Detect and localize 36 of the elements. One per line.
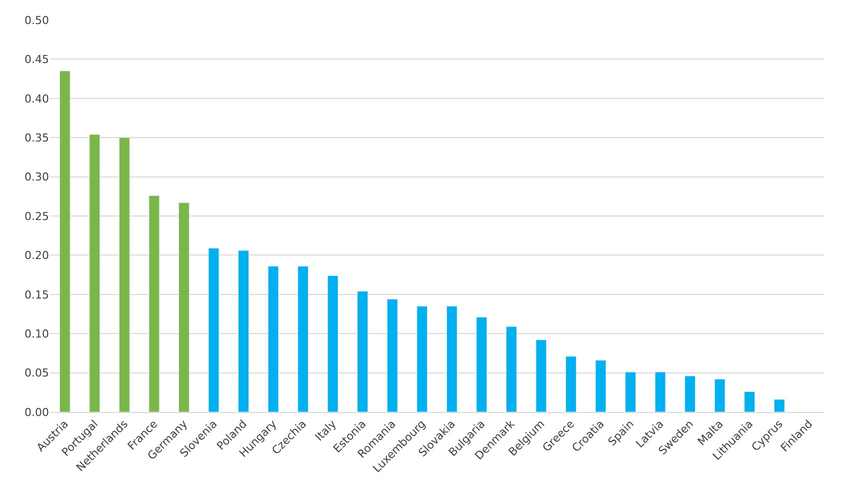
bar: [357, 291, 368, 412]
bar: [268, 266, 279, 412]
bar: [595, 360, 606, 412]
bar: [148, 195, 160, 412]
bar: [89, 134, 100, 412]
bar: [446, 306, 458, 412]
bar: [744, 391, 756, 412]
y-tick-label: 0.05: [24, 366, 49, 380]
bar: [625, 372, 636, 412]
bar: [566, 356, 576, 412]
y-tick-label: 0.20: [24, 249, 49, 262]
bar: [714, 378, 726, 412]
y-tick-label: 0.15: [24, 288, 49, 302]
bar: [238, 250, 249, 412]
y-tick-label: 0.25: [24, 210, 49, 223]
bar: [774, 399, 785, 412]
y-tick-label: 0.30: [24, 170, 49, 184]
bar: [298, 266, 308, 412]
bar: [118, 137, 130, 412]
y-tick-label: 0.00: [24, 406, 49, 419]
y-tick-label: 0.40: [24, 92, 49, 106]
bar: [684, 376, 696, 412]
bar: [327, 275, 338, 412]
bar: [416, 306, 428, 412]
bar: [476, 316, 488, 412]
y-tick-label: 0.50: [24, 14, 49, 27]
bar: [386, 298, 398, 412]
bar: [536, 340, 547, 412]
bar: [178, 202, 190, 412]
y-tick-label: 0.45: [24, 53, 49, 66]
bar: [208, 248, 220, 412]
y-tick-label: 0.10: [24, 327, 49, 340]
bar: [654, 372, 666, 412]
bar: [506, 326, 517, 412]
bar: [59, 70, 70, 412]
y-tick-label: 0.35: [24, 131, 49, 144]
